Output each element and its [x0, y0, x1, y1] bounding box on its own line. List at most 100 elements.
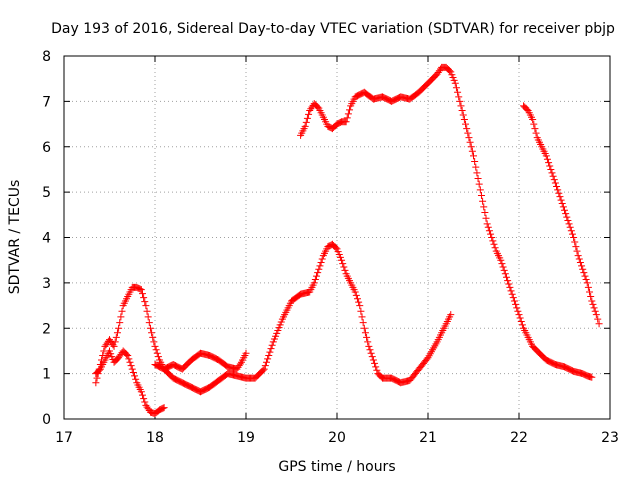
- data-point: [316, 262, 324, 270]
- data-point: [490, 240, 498, 248]
- data-point: [262, 358, 270, 366]
- x-tick-label: 22: [510, 430, 528, 446]
- data-point: [556, 193, 564, 201]
- data-point: [146, 324, 154, 332]
- data-point: [112, 333, 120, 341]
- data-point: [557, 196, 565, 204]
- data-point: [318, 255, 326, 263]
- data-point: [261, 362, 269, 370]
- data-point: [343, 114, 351, 122]
- data-point: [588, 373, 596, 381]
- data-point: [483, 220, 491, 228]
- data-point: [588, 297, 596, 305]
- data-point: [141, 298, 149, 306]
- data-point: [570, 234, 578, 241]
- data-point: [516, 314, 524, 322]
- data-point: [580, 269, 588, 277]
- data-point: [476, 186, 484, 194]
- data-point: [364, 338, 372, 346]
- data-point: [587, 292, 595, 300]
- data-point: [336, 253, 344, 261]
- data-point: [581, 272, 589, 280]
- data-point: [352, 291, 360, 299]
- data-point: [357, 307, 365, 315]
- x-tick-label: 23: [601, 430, 619, 446]
- data-point: [498, 260, 506, 268]
- data-point: [472, 163, 480, 171]
- data-point: [532, 129, 540, 137]
- chart-title: Day 193 of 2016, Sidereal Day-to-day VTE…: [51, 21, 615, 37]
- data-point: [340, 263, 348, 271]
- data-point: [310, 279, 318, 287]
- data-point: [464, 129, 472, 137]
- y-tick-label: 0: [42, 412, 51, 428]
- data-point: [124, 351, 132, 359]
- data-point: [132, 375, 140, 383]
- data-point: [372, 363, 380, 371]
- data-point: [463, 125, 471, 133]
- data-point: [591, 307, 599, 315]
- data-point: [578, 262, 586, 270]
- data-point: [144, 313, 152, 321]
- data-point: [459, 111, 467, 119]
- data-point: [334, 248, 342, 256]
- y-tick-label: 8: [42, 49, 51, 65]
- grid-layer: [64, 56, 610, 419]
- data-point: [454, 88, 462, 96]
- data-point: [479, 197, 487, 205]
- series-track-1: [92, 283, 250, 387]
- y-tick-label: 4: [42, 231, 51, 247]
- data-point: [332, 244, 340, 252]
- data-point: [265, 351, 273, 359]
- x-tick-label: 18: [146, 430, 164, 446]
- data-point: [351, 288, 359, 296]
- data-point: [484, 223, 492, 231]
- data-point: [136, 285, 144, 293]
- data-point: [586, 288, 594, 296]
- data-point: [138, 391, 146, 399]
- data-point: [470, 152, 477, 160]
- data-point: [264, 355, 272, 363]
- data-point: [468, 147, 476, 155]
- data-point: [335, 251, 343, 259]
- data-point: [273, 329, 281, 337]
- data-point: [128, 365, 136, 373]
- data-point: [477, 192, 485, 200]
- data-point: [530, 120, 538, 128]
- data-point: [563, 213, 571, 221]
- data-point: [373, 366, 381, 374]
- data-point: [551, 179, 559, 187]
- data-point: [507, 287, 515, 295]
- y-axis-label: SDTVAR / TECUs: [7, 180, 23, 295]
- data-point: [553, 182, 561, 190]
- data-point: [550, 176, 558, 184]
- data-point: [113, 329, 121, 337]
- data-point: [456, 97, 464, 105]
- data-point: [512, 300, 520, 308]
- series-layer: [92, 63, 603, 418]
- data-point: [452, 84, 460, 92]
- data-point: [497, 256, 505, 264]
- data-point: [489, 237, 497, 245]
- data-point: [500, 266, 508, 274]
- data-point: [458, 106, 466, 114]
- data-point: [547, 165, 555, 173]
- data-point: [543, 155, 551, 163]
- data-point: [355, 298, 363, 306]
- data-point: [152, 346, 160, 354]
- data-point: [148, 329, 156, 337]
- data-point: [561, 206, 568, 214]
- data-point: [317, 258, 325, 266]
- data-point: [499, 263, 507, 271]
- series-track-2: [92, 347, 168, 418]
- data-point: [545, 159, 553, 167]
- data-point: [568, 230, 576, 238]
- data-point: [575, 255, 583, 263]
- x-tick-label: 19: [237, 430, 255, 446]
- data-point: [363, 333, 371, 341]
- data-point: [365, 342, 373, 350]
- data-point: [302, 118, 310, 126]
- data-point: [145, 319, 153, 327]
- x-tick-label: 20: [328, 430, 346, 446]
- data-point: [141, 398, 149, 406]
